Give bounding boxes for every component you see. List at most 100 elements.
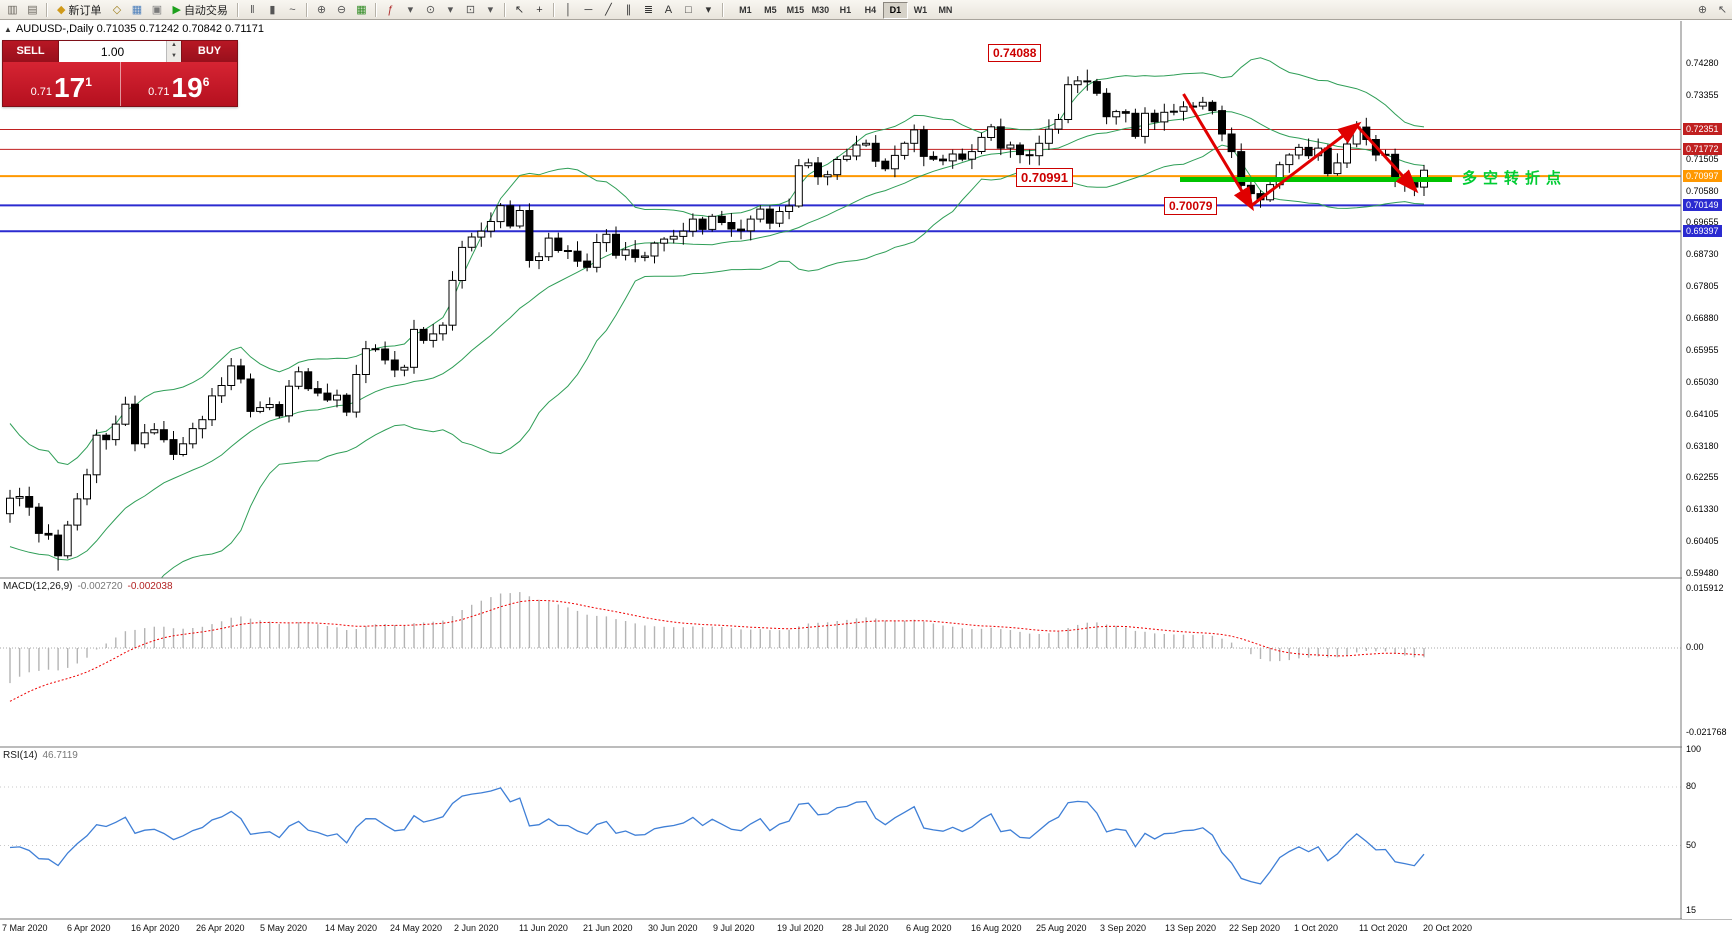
sell-price-big: 17 <box>54 72 86 103</box>
bar-chart-icon[interactable]: ‖ <box>243 1 262 19</box>
timeframe-d1-button[interactable]: D1 <box>882 1 908 19</box>
periods-icon[interactable]: ⊙ <box>421 1 440 19</box>
toolbar-separator <box>552 2 554 17</box>
autotrading-button[interactable]: ▶ 自动交易 <box>167 1 232 19</box>
candle <box>1141 112 1149 137</box>
candle <box>939 158 947 162</box>
volume-input[interactable]: 1.00 ▲ ▼ <box>58 41 182 62</box>
price-annotation-mid[interactable]: 0.70991 <box>1016 168 1073 187</box>
candle <box>814 162 822 178</box>
candle <box>890 154 899 170</box>
candlestick-chart-icon-glyph: ▮ <box>269 3 276 16</box>
trend-arrow[interactable] <box>1249 121 1362 208</box>
trend-arrow[interactable] <box>1182 93 1254 212</box>
channel-icon[interactable]: ∥ <box>619 1 638 19</box>
price-scale[interactable]: 0.74280 0.73355 0.72351 0.71772 0.71505 0.709… <box>1682 20 1732 919</box>
volume-up-button[interactable]: ▲ <box>167 41 181 52</box>
time-scale-label: 14 May 2020 <box>325 923 378 933</box>
indicators-icon[interactable]: ƒ <box>381 1 400 19</box>
price-scale-label: 0.67805 <box>1686 281 1719 291</box>
tile-windows-icon[interactable]: ▦ <box>352 1 371 19</box>
new-order-button[interactable]: ◆ 新订单 <box>52 1 106 19</box>
candle <box>6 497 14 515</box>
trendline-icon[interactable]: ╱ <box>599 1 618 19</box>
crosshair-icon[interactable]: + <box>530 1 549 19</box>
price-scale-label: 0.73355 <box>1686 90 1719 100</box>
buy-button[interactable]: BUY <box>182 41 237 62</box>
timeframe-w1-button[interactable]: W1 <box>913 4 928 15</box>
sell-price-small: 0.71 <box>30 86 53 98</box>
timeframe-m1-button[interactable]: M1 <box>739 4 752 15</box>
vertical-line-icon[interactable]: │ <box>559 1 578 19</box>
bollinger-upper[interactable] <box>9 57 1425 466</box>
shapes-icon[interactable]: □ <box>679 1 698 19</box>
arrows-dropdown[interactable]: ▾ <box>699 1 718 19</box>
candle <box>236 365 245 380</box>
time-scale-label: 26 Apr 2020 <box>196 923 245 933</box>
rsi-scale-15: 15 <box>1686 905 1697 915</box>
bollinger-lower[interactable] <box>10 144 1425 670</box>
terminal-icon[interactable]: ▣ <box>147 1 166 19</box>
text-icon[interactable]: A <box>659 1 678 19</box>
buy-price-big: 19 <box>171 72 203 103</box>
level-lines-layer <box>0 129 1681 233</box>
one-click-toggle-icon[interactable]: ▲ <box>4 25 12 34</box>
zoom-out-icon[interactable]: ⊖ <box>332 1 351 19</box>
profiles-icon[interactable]: ▤ <box>23 1 42 19</box>
templates-dropdown[interactable]: ▾ <box>481 1 500 19</box>
pane-dividers <box>0 21 1732 920</box>
indicators-dropdown[interactable]: ▾ <box>401 1 420 19</box>
bollinger-middle[interactable] <box>9 110 1425 561</box>
line-chart-icon[interactable]: ~ <box>283 1 302 19</box>
timeframe-h1-button[interactable]: H1 <box>839 4 852 15</box>
candle <box>602 233 611 244</box>
cursor-icon[interactable]: ↖ <box>510 1 529 19</box>
new-chart-icon[interactable]: ▥ <box>3 1 22 19</box>
timeframe-h4-button[interactable]: H4 <box>864 4 877 15</box>
time-scale-label: 13 Sep 2020 <box>1165 923 1217 933</box>
candlestick-chart-icon[interactable]: ▮ <box>263 1 282 19</box>
buy-price-button[interactable]: 0.71 19 6 <box>120 62 237 106</box>
toolbar-pointer-icon[interactable]: ↖ <box>1713 1 1732 19</box>
data-window-icon[interactable]: ▦ <box>127 1 146 19</box>
candle <box>554 237 563 252</box>
zoom-in-icon[interactable]: ⊕ <box>312 1 331 19</box>
candle <box>496 205 505 223</box>
horizontal-line-icon[interactable]: ─ <box>579 1 598 19</box>
volume-down-button[interactable]: ▼ <box>167 51 181 62</box>
candle <box>1044 128 1053 144</box>
periods-dropdown[interactable]: ▾ <box>441 1 460 19</box>
macd-name: MACD(12,26,9) <box>3 581 73 592</box>
timeframe-m5-button[interactable]: M5 <box>764 4 777 15</box>
market-watch-icon[interactable]: ◇ <box>107 1 126 19</box>
toolbar-zoom-icon[interactable]: ⊕ <box>1693 1 1712 19</box>
candle <box>650 242 659 257</box>
turning-point-text[interactable]: 多空转折点 <box>1462 170 1568 187</box>
timeframe-m30-button[interactable]: M30 <box>811 4 830 15</box>
timeframe-toolbar: M1 M5 M15 M30 H1 H4 D1 W1 MN <box>733 1 958 19</box>
price-annotation-high[interactable]: 0.74088 <box>988 44 1042 62</box>
sell-price-button[interactable]: 0.71 17 1 <box>3 62 121 106</box>
symbol-ohlc-text: AUDUSD-,Daily 0.71035 0.71242 0.70842 0.… <box>15 23 264 35</box>
candle <box>958 153 967 160</box>
time-scale-label: 7 Mar 2020 <box>2 923 48 933</box>
candle <box>313 388 322 394</box>
sell-button[interactable]: SELL <box>3 41 58 62</box>
bar-chart-icon-glyph: ‖ <box>250 3 255 16</box>
timeframe-mn-button[interactable]: MN <box>938 4 953 15</box>
candle <box>352 374 361 413</box>
candle <box>140 432 149 445</box>
price-annotation-low[interactable]: 0.70079 <box>1164 197 1218 215</box>
candle <box>92 434 101 476</box>
candle <box>1333 162 1342 175</box>
time-scale-label: 6 Aug 2020 <box>906 923 952 933</box>
fibonacci-icon[interactable]: ≣ <box>639 1 658 19</box>
candle <box>121 403 130 425</box>
indicators-icon-glyph: ƒ <box>387 3 394 16</box>
trend-arrow[interactable] <box>1355 124 1419 194</box>
templates-icon[interactable]: ⊡ <box>461 1 480 19</box>
timeframe-m15-button[interactable]: M15 <box>786 4 805 15</box>
time-scale[interactable]: 7 Mar 2020 6 Apr 2020 16 Apr 2020 26 Apr 20… <box>0 920 1732 945</box>
